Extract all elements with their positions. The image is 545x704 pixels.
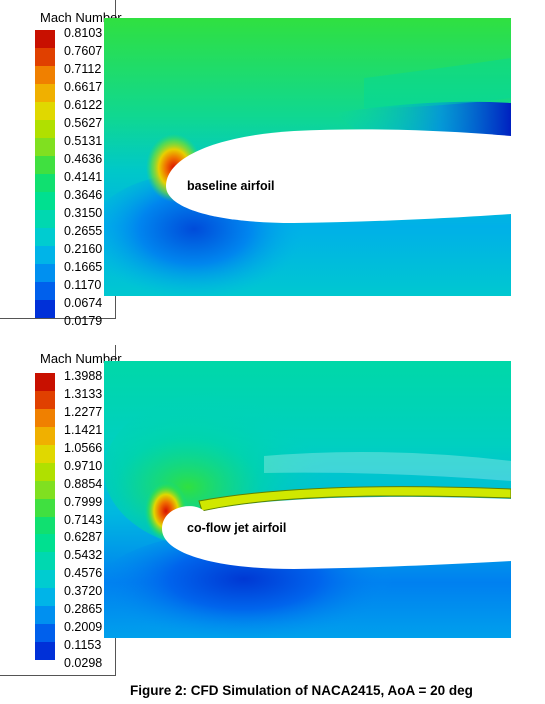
colorbar-tick-label: 0.8103 bbox=[64, 26, 103, 40]
colorbar-tick-label: 0.5432 bbox=[64, 548, 103, 563]
colorbar-segment bbox=[35, 516, 55, 535]
colorbar-segment bbox=[35, 84, 55, 102]
colorbar-tick-label: 0.4141 bbox=[64, 170, 103, 184]
colorbar-segment bbox=[35, 174, 55, 192]
airfoil-label: co-flow jet airfoil bbox=[187, 521, 287, 535]
colorbar-segment bbox=[35, 426, 55, 445]
colorbar-tick-label: 0.3150 bbox=[64, 206, 103, 220]
colorbar-tick-label: 0.9710 bbox=[64, 458, 103, 473]
colorbar-segment bbox=[35, 282, 55, 300]
colorbar-tick-label: 0.4636 bbox=[64, 152, 103, 166]
colorbar-segment bbox=[35, 300, 55, 318]
colorbar-tick-label: 1.3988 bbox=[64, 369, 103, 383]
colorbar-tick-label: 0.1153 bbox=[64, 638, 102, 653]
colorbar-segment bbox=[35, 642, 55, 660]
colorbar-tick-label: 0.1170 bbox=[64, 278, 102, 292]
colorbar-segment bbox=[35, 210, 55, 228]
colorbar-tick-label: 0.2160 bbox=[64, 242, 103, 256]
colorbar-segment bbox=[35, 102, 55, 120]
colorbar-tick-label: 0.6617 bbox=[64, 80, 103, 94]
colorbar bbox=[35, 30, 55, 318]
airfoil-shape bbox=[166, 129, 511, 223]
colorbar-tick-label: 0.3720 bbox=[64, 584, 103, 599]
colorbar-tick-label: 0.1665 bbox=[64, 260, 103, 274]
colorbar-segment bbox=[35, 120, 55, 138]
legend-title: Mach Number bbox=[40, 351, 122, 366]
colorbar-segment bbox=[35, 444, 55, 463]
colorbar-segment bbox=[35, 390, 55, 409]
colorbar-tick-label: 0.5627 bbox=[64, 116, 103, 130]
colorbar-segment bbox=[35, 30, 55, 48]
flow-field-baseline bbox=[104, 18, 511, 296]
colorbar-tick-label: 0.2655 bbox=[64, 224, 103, 238]
colorbar-segment bbox=[35, 228, 55, 246]
colorbar-segment bbox=[35, 498, 55, 517]
coflow-jet-channel bbox=[198, 486, 511, 512]
colorbar-tick-label: 0.7999 bbox=[64, 494, 103, 509]
colorbar-segment bbox=[35, 192, 55, 210]
colorbar-tick-label: 0.5131 bbox=[64, 134, 103, 148]
colorbar-tick-label: 0.6122 bbox=[64, 98, 103, 112]
colorbar-tick-label: 0.2009 bbox=[64, 620, 103, 635]
colorbar-tick-label: 0.0674 bbox=[64, 296, 103, 310]
colorbar bbox=[35, 373, 55, 660]
colorbar-segment bbox=[35, 408, 55, 427]
colorbar-segment bbox=[35, 373, 55, 391]
colorbar-segment bbox=[35, 66, 55, 84]
figure-caption: Figure 2: CFD Simulation of NACA2415, Ao… bbox=[130, 683, 473, 698]
colorbar-tick-label: 1.1421 bbox=[64, 422, 103, 437]
colorbar-segment bbox=[35, 606, 55, 625]
colorbar-segment bbox=[35, 264, 55, 282]
colorbar-segment bbox=[35, 462, 55, 481]
colorbar-tick-label: 1.3133 bbox=[64, 386, 103, 401]
colorbar-segment bbox=[35, 534, 55, 553]
airfoil-shape bbox=[162, 496, 511, 569]
legend-title: Mach Number bbox=[40, 10, 122, 25]
colorbar-segment bbox=[35, 48, 55, 66]
colorbar-segment bbox=[35, 624, 55, 643]
colorbar-tick-label: 0.0179 bbox=[64, 314, 103, 328]
colorbar-segment bbox=[35, 552, 55, 571]
colorbar-tick-label: 0.7607 bbox=[64, 44, 103, 58]
colorbar-segment bbox=[35, 570, 55, 589]
colorbar-tick-label: 0.7143 bbox=[64, 512, 103, 527]
colorbar-tick-label: 0.4576 bbox=[64, 566, 103, 581]
colorbar-tick-label: 0.7112 bbox=[64, 62, 102, 76]
panel-coflow-jet: Mach Number 1.3988 1.3133 1.2277 1.1421 1.05… bbox=[0, 345, 545, 680]
colorbar-tick-label: 0.6287 bbox=[64, 530, 103, 545]
colorbar-tick-label: 0.8854 bbox=[64, 476, 103, 491]
airfoil-label: baseline airfoil bbox=[187, 179, 275, 193]
panel-baseline: Mach Number 0.8103 0.7607 0.7112 0.6617 0.61… bbox=[0, 0, 545, 330]
colorbar-segment bbox=[35, 588, 55, 607]
colorbar-tick-label: 1.0566 bbox=[64, 440, 103, 455]
colorbar-tick-label: 1.2277 bbox=[64, 404, 103, 419]
colorbar-tick-label: 0.2865 bbox=[64, 602, 103, 617]
colorbar-tick-label: 0.0298 bbox=[64, 656, 103, 670]
colorbar-tick-label: 0.3646 bbox=[64, 188, 103, 202]
colorbar-segment bbox=[35, 156, 55, 174]
colorbar-segment bbox=[35, 138, 55, 156]
flow-field-coflow-jet bbox=[104, 361, 511, 638]
colorbar-segment bbox=[35, 480, 55, 499]
colorbar-segment bbox=[35, 246, 55, 264]
